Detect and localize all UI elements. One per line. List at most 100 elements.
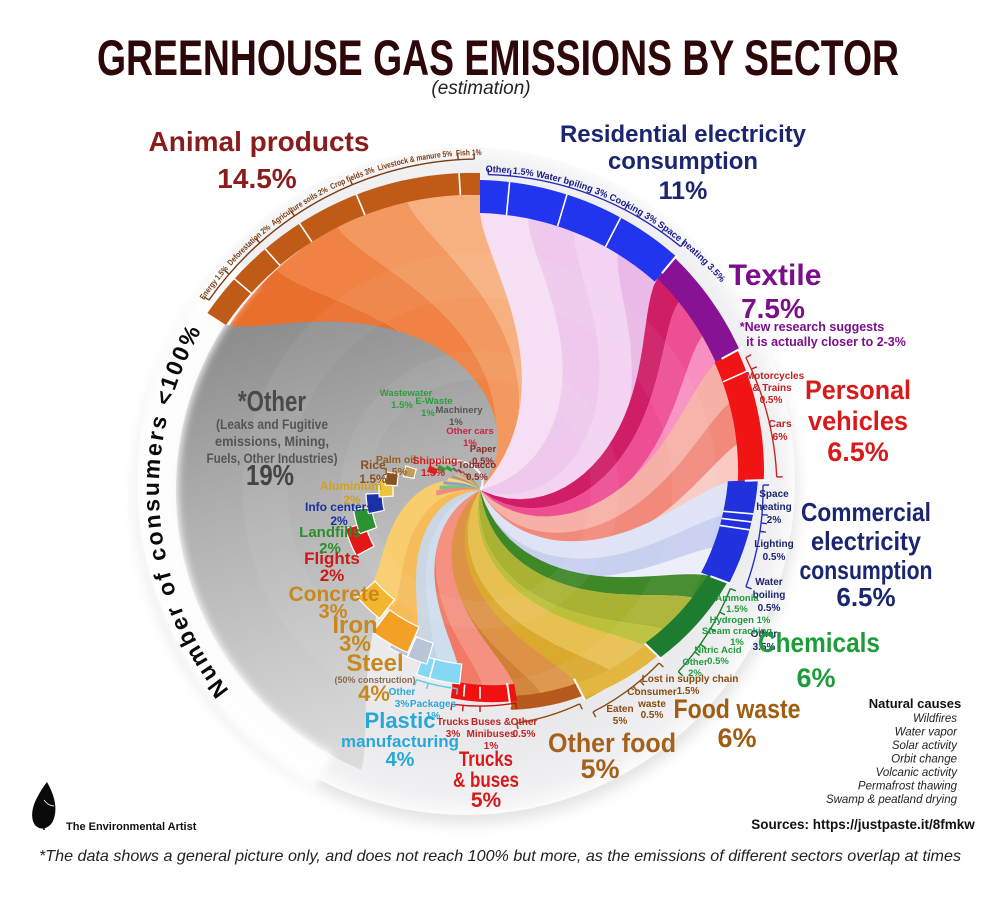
svg-text:manufacturing: manufacturing — [341, 732, 459, 751]
svg-text:Minibuses: Minibuses — [467, 729, 516, 740]
svg-text:Other: Other — [751, 629, 778, 640]
svg-text:2%: 2% — [688, 668, 702, 679]
svg-text:5%: 5% — [471, 789, 502, 812]
svg-text:Commercial: Commercial — [801, 497, 931, 527]
svg-text:Motorcycles: Motorcycles — [746, 371, 805, 382]
svg-text:Other: Other — [682, 657, 708, 668]
svg-text:1.5%: 1.5% — [359, 472, 387, 486]
svg-text:3%: 3% — [339, 631, 371, 656]
svg-text:0.5%: 0.5% — [760, 395, 783, 406]
svg-text:1%: 1% — [484, 741, 499, 752]
svg-text:Residential electricity: Residential electricity — [560, 121, 807, 148]
svg-text:0.5%: 0.5% — [641, 710, 664, 721]
svg-text:1.5%: 1.5% — [383, 466, 408, 478]
svg-text:Volcanic activity: Volcanic activity — [876, 767, 959, 779]
svg-text:2%: 2% — [320, 566, 345, 585]
svg-text:Shipping: Shipping — [413, 455, 458, 467]
svg-text:2%: 2% — [330, 514, 348, 528]
svg-text:1.5%: 1.5% — [677, 686, 700, 697]
svg-text:1%: 1% — [449, 417, 463, 428]
svg-text:Fuels, Other Industries): Fuels, Other Industries) — [207, 450, 338, 466]
svg-text:consumption: consumption — [608, 148, 758, 175]
svg-text:Consumer: Consumer — [627, 687, 677, 698]
svg-text:Eaten: Eaten — [606, 704, 633, 715]
svg-text:0.5%: 0.5% — [466, 472, 488, 483]
svg-text:Machinery: Machinery — [436, 405, 484, 416]
svg-text:Aluminium: Aluminium — [320, 479, 382, 493]
svg-text:0.5%: 0.5% — [707, 656, 729, 667]
svg-text:GREENHOUSE GAS EMISSIONS BY SE: GREENHOUSE GAS EMISSIONS BY SECTOR — [97, 30, 899, 86]
svg-text:Other: Other — [511, 717, 538, 728]
svg-text:vehicles: vehicles — [808, 406, 908, 436]
svg-text:Ammonia: Ammonia — [715, 593, 759, 604]
svg-text:3%: 3% — [446, 729, 461, 740]
svg-text:0.5%: 0.5% — [513, 729, 536, 740]
svg-text:6.5%: 6.5% — [827, 437, 889, 467]
svg-text:0.5%: 0.5% — [763, 552, 786, 563]
svg-text:electricity: electricity — [811, 526, 921, 556]
svg-text:Trucks: Trucks — [437, 717, 470, 728]
svg-text:1.5%: 1.5% — [421, 467, 446, 479]
svg-text:3%: 3% — [395, 699, 410, 710]
svg-text:Tobacco: Tobacco — [458, 460, 497, 471]
svg-text:6%: 6% — [772, 431, 788, 443]
svg-text:Wastewater: Wastewater — [380, 388, 433, 399]
svg-text:3%: 3% — [319, 601, 348, 623]
svg-text:(estimation): (estimation) — [431, 78, 530, 99]
svg-text:emissions, Mining,: emissions, Mining, — [215, 433, 329, 449]
svg-text:Space: Space — [759, 489, 789, 500]
svg-text:19%: 19% — [246, 460, 294, 492]
svg-text:Landfills: Landfills — [299, 524, 361, 541]
svg-text:6%: 6% — [717, 723, 756, 753]
svg-text:Buses &: Buses & — [471, 717, 511, 728]
svg-text:Permafrost thawing: Permafrost thawing — [858, 781, 958, 793]
svg-text:Lighting: Lighting — [754, 539, 793, 550]
svg-text:Info centers: Info centers — [305, 500, 373, 514]
svg-text:waste: waste — [637, 699, 666, 710]
svg-text:1.5%: 1.5% — [391, 400, 413, 411]
svg-text:Cars: Cars — [768, 418, 792, 430]
svg-text:Personal: Personal — [805, 375, 911, 405]
svg-text:Concrete: Concrete — [288, 583, 379, 606]
svg-text:Other: Other — [389, 687, 416, 698]
svg-text:5%: 5% — [613, 716, 628, 727]
svg-text:Plastic: Plastic — [365, 708, 436, 733]
svg-text:*New research suggests: *New research suggests — [740, 320, 885, 334]
svg-text:*Other: *Other — [238, 386, 306, 418]
svg-text:Nitric Acid: Nitric Acid — [694, 645, 741, 656]
svg-text:7.5%: 7.5% — [741, 293, 805, 324]
svg-text:Steam cracking: Steam cracking — [702, 626, 772, 637]
svg-text:& Trains: & Trains — [752, 383, 792, 394]
svg-text:6%: 6% — [796, 663, 835, 693]
svg-text:Paper: Paper — [470, 444, 497, 455]
svg-text:Other cars: Other cars — [446, 426, 494, 437]
svg-text:1%: 1% — [730, 637, 744, 648]
svg-text:consumption: consumption — [800, 555, 933, 585]
svg-text:4%: 4% — [358, 681, 390, 706]
svg-text:Trucks: Trucks — [459, 748, 513, 771]
svg-text:The Environmental Artist: The Environmental Artist — [66, 821, 197, 833]
svg-text:4%: 4% — [386, 749, 415, 771]
svg-text:1%: 1% — [463, 438, 477, 449]
svg-text:(Leaks and Fugitive: (Leaks and Fugitive — [216, 416, 328, 432]
svg-text:Animal products: Animal products — [149, 126, 370, 157]
svg-text:1%: 1% — [426, 711, 441, 722]
svg-text:Orbit change: Orbit change — [891, 754, 957, 766]
svg-text:2%: 2% — [767, 515, 782, 526]
svg-text:0.5%: 0.5% — [758, 603, 781, 614]
svg-text:Hydrogen 1%: Hydrogen 1% — [710, 615, 771, 626]
svg-text:Steel: Steel — [346, 650, 403, 677]
svg-text:0.5%: 0.5% — [472, 456, 494, 467]
svg-text:11%: 11% — [659, 177, 708, 205]
svg-text:Food waste: Food waste — [674, 694, 801, 724]
svg-text:Flights: Flights — [304, 549, 360, 568]
svg-text:& buses: & buses — [453, 769, 519, 792]
svg-text:(50% construction): (50% construction) — [334, 675, 415, 685]
svg-text:Textile: Textile — [729, 259, 822, 292]
svg-text:Swamp & peatland drying: Swamp & peatland drying — [826, 794, 958, 806]
svg-text:2%: 2% — [343, 493, 361, 507]
svg-text:Chemicals: Chemicals — [758, 627, 880, 658]
svg-text:Lost in supply chain: Lost in supply chain — [642, 674, 739, 685]
svg-text:Wildfires: Wildfires — [913, 713, 957, 725]
svg-text:Sources: https://justpaste.it/: Sources: https://justpaste.it/8fmkw — [751, 817, 975, 832]
